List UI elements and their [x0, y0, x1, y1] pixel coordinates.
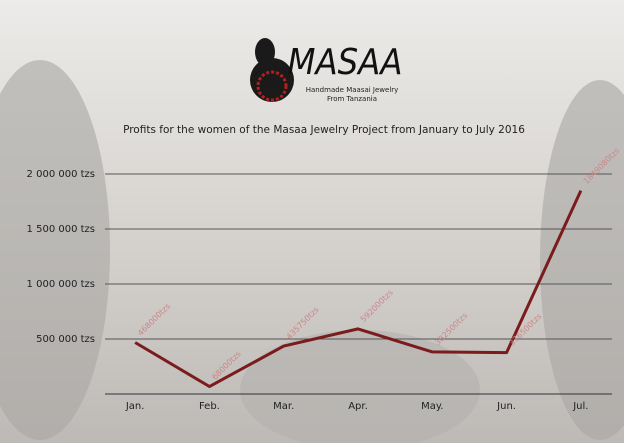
y-tick-label: 1 500 000 tzs	[27, 224, 95, 235]
x-tick-label: May.	[421, 401, 443, 412]
logo-name: MASAA	[288, 42, 403, 83]
x-tick-label: Jan.	[125, 401, 145, 412]
x-tick-label: Apr.	[348, 401, 368, 412]
page: MASAA Handmade Maasai Jewelry From Tanza…	[0, 0, 624, 443]
chart: MASAA Handmade Maasai Jewelry From Tanza…	[0, 0, 624, 443]
y-tick-label: 1 000 000 tzs	[27, 279, 95, 290]
chart-title: Profits for the women of the Masaa Jewel…	[123, 124, 525, 136]
x-tick-label: Jul.	[572, 401, 588, 412]
logo-tagline: Handmade Maasai Jewelry	[306, 86, 399, 94]
x-tick-label: Feb.	[199, 401, 220, 412]
x-tick-label: Mar.	[273, 401, 294, 412]
logo: MASAA Handmade Maasai Jewelry From Tanza…	[250, 38, 402, 103]
y-tick-label: 500 000 tzs	[36, 334, 95, 345]
x-tick-label: Jun.	[496, 401, 516, 412]
y-tick-label: 2 000 000 tzs	[27, 169, 95, 180]
logo-tagline: From Tanzania	[327, 95, 377, 103]
